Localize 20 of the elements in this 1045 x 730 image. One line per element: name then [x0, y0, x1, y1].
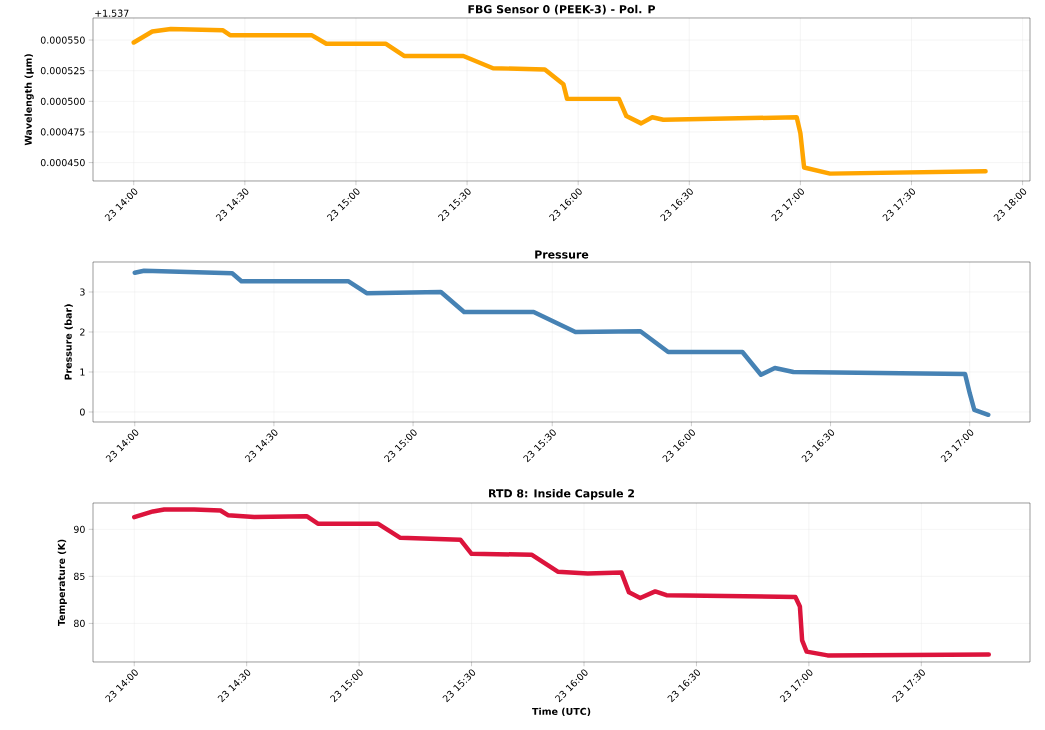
chart-title: RTD 8: Inside Capsule 2: [489, 489, 635, 500]
y-tick-label: 0.000475: [40, 128, 85, 136]
text: +1.537: [95, 9, 129, 17]
y-tick-label: 90: [73, 525, 85, 533]
chart-title: FBG Sensor 0 (PEEK-3) - Pol. P: [468, 4, 656, 15]
y-tick-label: 0.000525: [40, 67, 85, 75]
y-axis-title: Temperature (K): [57, 539, 67, 627]
x-axis-title: Time (UTC): [532, 707, 591, 717]
y-tick-label: 80: [74, 619, 85, 627]
y-tick-label: 1: [80, 368, 85, 376]
y-tick-label: 2: [80, 328, 85, 336]
y-tick-label: 3: [80, 288, 85, 296]
y-tick-label: 0.000500: [40, 97, 85, 105]
y-tick-label: 0: [80, 408, 85, 416]
y-tick-label: 85: [74, 572, 85, 580]
y-tick-label: 0.000550: [40, 36, 85, 44]
y-axis-title: Pressure (bar): [64, 304, 73, 380]
chart-title: Pressure: [535, 250, 589, 259]
y-axis-title: Wavelength (µm): [24, 54, 34, 146]
y-tick-label: 0.000450: [40, 159, 85, 167]
